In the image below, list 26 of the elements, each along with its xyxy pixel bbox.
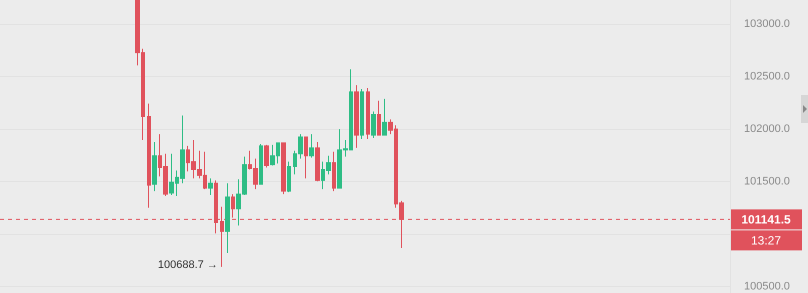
candlestick bbox=[315, 141, 320, 182]
y-tick-label: 102500.0 bbox=[744, 70, 790, 83]
candlestick bbox=[309, 134, 314, 158]
text: 13:27 bbox=[750, 233, 782, 248]
candlestick bbox=[281, 142, 286, 195]
ref-line-label: 101141.5 bbox=[741, 212, 792, 226]
candlestick bbox=[287, 161, 291, 193]
y-tick-label: 100500.0 bbox=[744, 280, 790, 293]
candlestick bbox=[371, 111, 376, 138]
y-tick-label: 103000.0 bbox=[744, 18, 790, 30]
candlestick bbox=[304, 136, 308, 179]
candlestick bbox=[332, 151, 336, 192]
candlestick bbox=[147, 103, 151, 208]
candlestick bbox=[264, 144, 269, 168]
candlestick bbox=[259, 143, 263, 185]
candlestick bbox=[382, 98, 387, 136]
candlestick bbox=[225, 182, 230, 254]
candlestick bbox=[152, 141, 157, 192]
candlestick bbox=[360, 88, 364, 140]
candlestick bbox=[354, 84, 359, 148]
candlestick bbox=[208, 178, 213, 196]
y-tick-label: 102000.0 bbox=[744, 123, 790, 136]
annotation: 100688.7 → bbox=[158, 258, 218, 271]
candlestick bbox=[377, 100, 381, 136]
candlestick bbox=[366, 88, 370, 140]
y-tick-label: 101500.0 bbox=[744, 176, 790, 188]
